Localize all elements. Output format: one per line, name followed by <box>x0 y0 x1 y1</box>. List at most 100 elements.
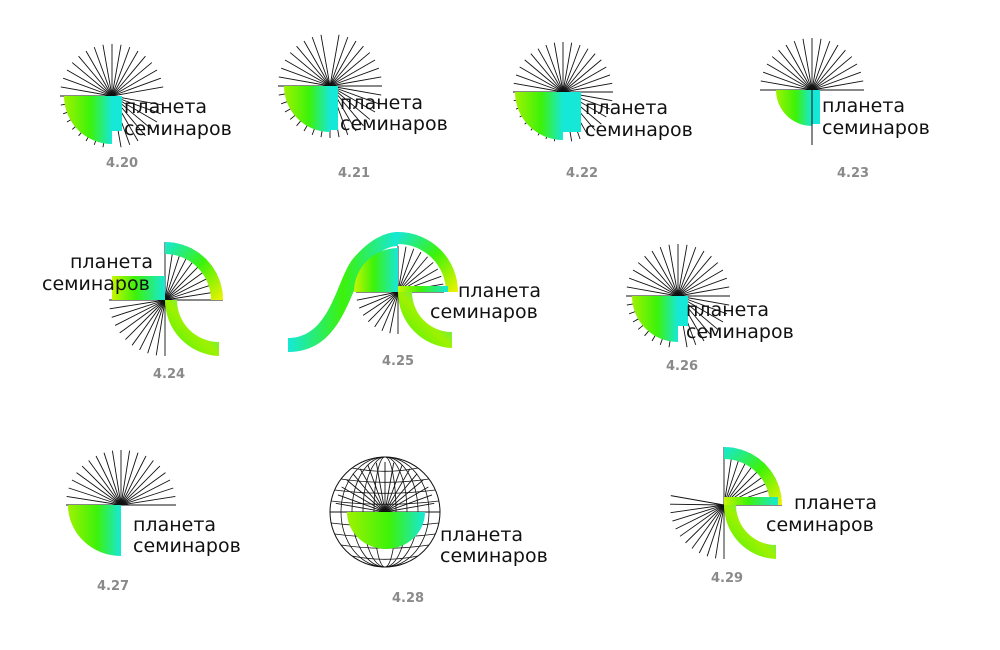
ray-line <box>677 286 730 297</box>
ray-line <box>677 246 697 297</box>
ray-line <box>66 495 122 506</box>
wordmark-line1: планета <box>585 97 668 119</box>
ray-line <box>329 76 382 87</box>
ray-line <box>389 291 399 334</box>
gradient-block <box>563 92 581 132</box>
gradient-quarter <box>64 96 112 144</box>
ray-line <box>771 56 813 91</box>
ray-line <box>802 38 813 91</box>
ray-line <box>329 34 340 87</box>
ray-line <box>111 62 153 97</box>
gradient-block <box>330 86 338 130</box>
ray-line <box>88 460 122 506</box>
ray-line <box>677 269 724 297</box>
ray-line <box>677 262 719 297</box>
ray-line <box>329 67 380 87</box>
ray-burst <box>356 291 399 334</box>
ray-line <box>644 255 679 297</box>
ray-line <box>519 66 564 93</box>
ray-line <box>280 67 331 87</box>
ray-line <box>111 299 166 318</box>
ray-line <box>397 248 415 293</box>
ray-line <box>120 465 161 506</box>
ray-line <box>811 63 858 91</box>
ray-line <box>811 40 831 91</box>
gradient-arc <box>165 242 223 300</box>
ray-line <box>329 85 382 96</box>
ray-line <box>68 487 122 506</box>
ray-line <box>562 82 613 93</box>
variant-4-23: планета семинаров 4.23 <box>760 38 930 181</box>
ray-line <box>320 34 331 87</box>
gradient-block <box>112 276 165 300</box>
ray-line <box>626 286 679 297</box>
ray-line <box>337 494 386 513</box>
ray-line <box>628 277 679 297</box>
ray-line <box>762 71 813 91</box>
ray-line <box>785 44 813 91</box>
ray-line <box>329 40 357 87</box>
wordmark-line2: семинаров <box>430 301 538 323</box>
ray-line <box>367 464 386 513</box>
gradient-block <box>112 96 122 131</box>
ray-line <box>329 52 371 87</box>
ray-line <box>562 66 607 93</box>
ray-line <box>362 291 399 316</box>
ray-line <box>677 250 705 297</box>
ray-line <box>81 465 122 506</box>
wordmark-line2: семинаров <box>686 321 794 343</box>
variant-caption: 4.26 <box>666 359 698 374</box>
ray-line <box>384 464 403 513</box>
ray-line <box>672 504 725 522</box>
ray-line <box>384 502 435 513</box>
wordmark-line2: семинаров <box>766 514 874 536</box>
ray-line <box>384 473 418 513</box>
variant-4-20: планета семинаров 4.20 <box>60 44 232 171</box>
variant-4-29: планета семинаров 4.29 <box>670 447 877 586</box>
ray-line <box>329 45 364 87</box>
ray-line <box>811 38 822 91</box>
ray-line <box>670 503 725 506</box>
variant-caption: 4.21 <box>338 166 370 181</box>
ray-line <box>62 77 113 97</box>
variant-4-24: планета семинаров 4.24 <box>42 242 223 382</box>
ray-line <box>296 45 331 87</box>
ray-line <box>95 455 122 506</box>
ray-line <box>71 479 122 506</box>
ray-line <box>698 504 725 554</box>
ray-line <box>352 473 386 513</box>
ray-line <box>685 504 725 544</box>
gradient-swoosh <box>724 505 776 559</box>
ray-line <box>778 49 813 91</box>
wordmark-line1: планета <box>686 299 769 321</box>
ray-line <box>651 250 679 297</box>
ray-line <box>303 40 331 87</box>
ray-line <box>632 269 679 297</box>
ray-line <box>284 59 331 87</box>
ray-line <box>715 504 725 559</box>
ray-line <box>109 299 166 310</box>
ray-line <box>76 472 122 506</box>
ray-line <box>329 59 376 87</box>
ray-line <box>120 495 176 506</box>
ray-line <box>374 291 399 328</box>
ray-line <box>384 462 395 513</box>
ray-line <box>120 450 131 506</box>
ray-line <box>125 299 166 340</box>
wordmark-line1: планета <box>794 492 877 514</box>
wordmark-line2: семинаров <box>124 118 232 140</box>
ray-line <box>659 246 679 297</box>
ray-line <box>120 487 174 506</box>
ray-line <box>811 56 853 91</box>
gradient-quarter <box>68 505 121 556</box>
gradient-block <box>678 296 688 326</box>
ray-line <box>119 299 166 334</box>
ray-line <box>793 40 813 91</box>
ray-line <box>346 479 386 513</box>
ray-line <box>111 77 162 97</box>
ray-burst <box>66 450 176 506</box>
ray-line <box>530 53 564 93</box>
ray-line <box>111 55 146 97</box>
ray-line <box>384 486 429 513</box>
ray-line <box>356 291 399 301</box>
